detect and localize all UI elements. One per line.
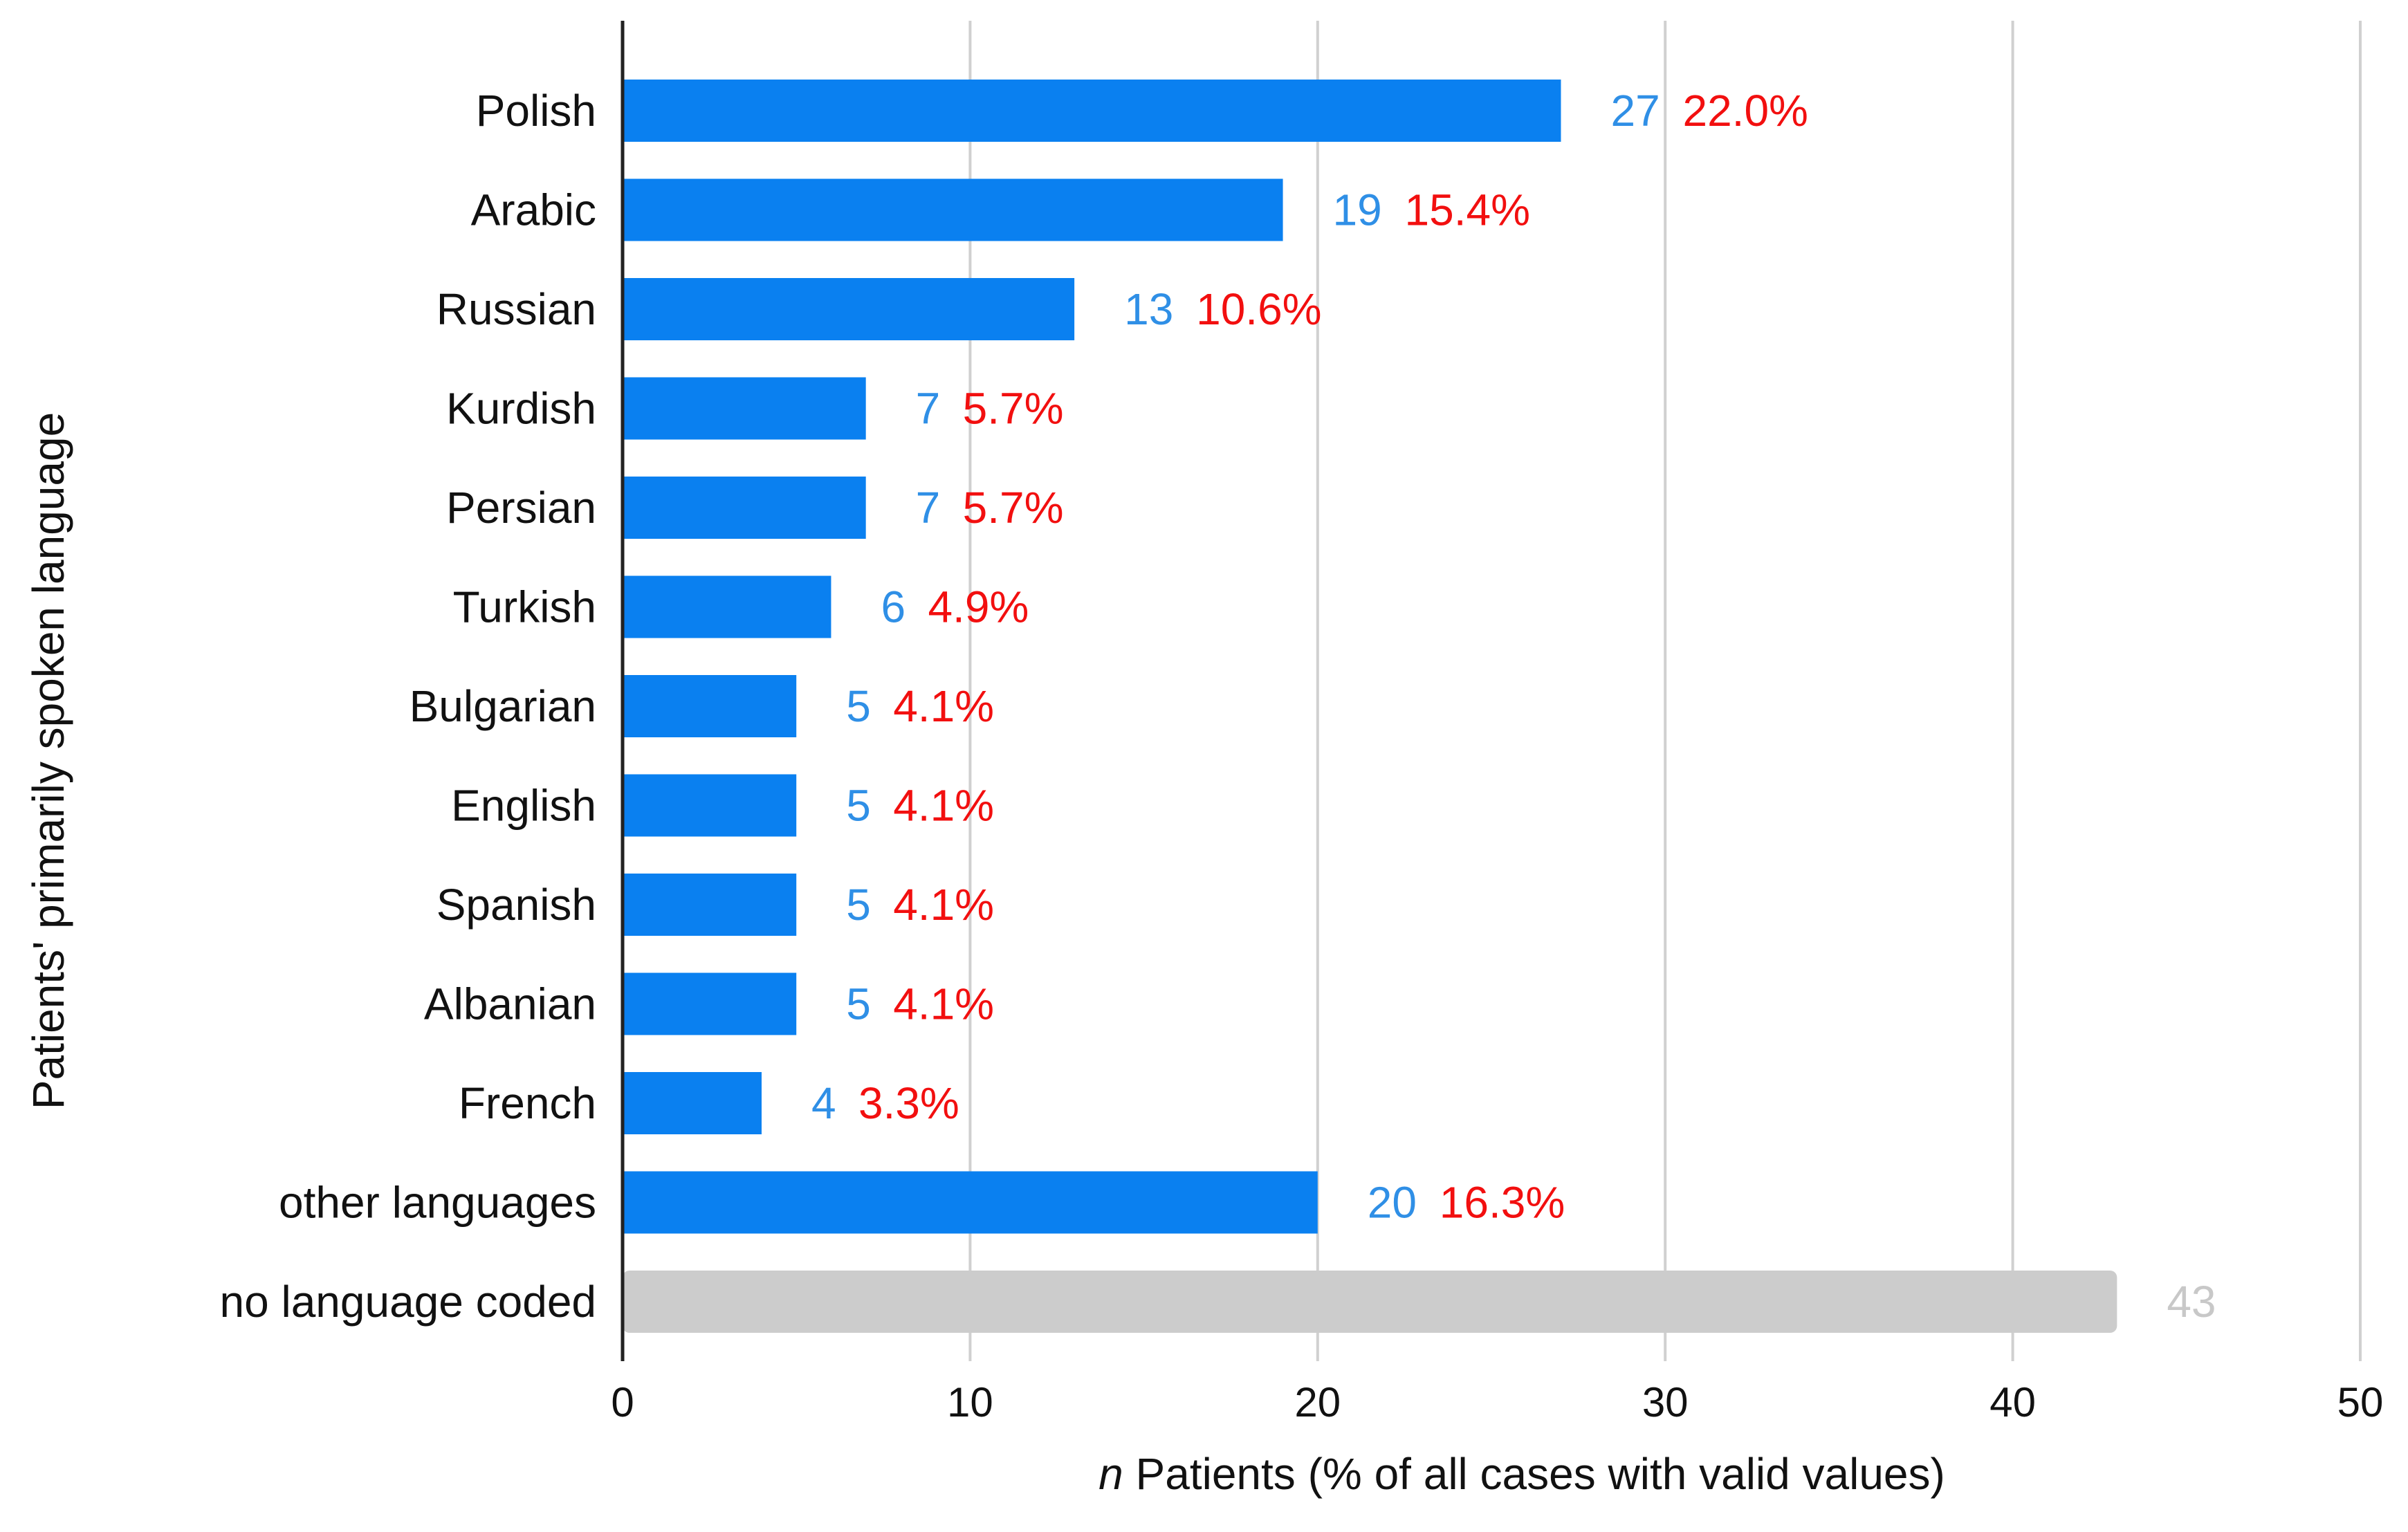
category-label: Bulgarian — [410, 681, 596, 731]
y-axis-title: Patients' primarily spoken language — [24, 412, 73, 1109]
percent-label: 3.3% — [858, 1078, 959, 1128]
percent-label: 4.9% — [928, 582, 1029, 632]
gridlines — [968, 21, 2362, 1361]
bar-albanian — [623, 972, 797, 1035]
bar-no-language-coded — [623, 1271, 2117, 1333]
bar-russian — [623, 278, 1075, 340]
bar-turkish — [623, 575, 831, 638]
bar-french — [623, 1072, 762, 1134]
bar-english — [623, 774, 797, 837]
bar-spanish — [623, 874, 797, 936]
percent-label: 15.4% — [1405, 185, 1530, 235]
category-label: Arabic — [471, 185, 596, 235]
category-label: no language coded — [220, 1277, 597, 1327]
bar-other-languages — [623, 1171, 1318, 1234]
count-label: 43 — [2167, 1277, 2216, 1327]
x-axis-title-italic: n — [1099, 1449, 1123, 1499]
count-label: 5 — [846, 880, 871, 930]
bars — [623, 80, 2117, 1333]
percent-label: 4.1% — [893, 781, 994, 831]
labels: 0 10 20 30 40 50 Polish 27 22.0% Arabic 19 15.4% Rus… — [220, 86, 2384, 1425]
bar-bulgarian — [623, 675, 797, 737]
x-tick-label: 40 — [1989, 1379, 2036, 1425]
percent-label: 5.7% — [963, 483, 1064, 533]
count-label: 7 — [916, 483, 941, 533]
x-tick-label: 10 — [947, 1379, 993, 1425]
category-label: Spanish — [436, 880, 596, 930]
percent-label: 5.7% — [963, 384, 1064, 434]
x-tick-label: 50 — [2337, 1379, 2384, 1425]
x-axis-title-rest: Patients (% of all cases with valid valu… — [1123, 1449, 1945, 1499]
bar-kurdish — [623, 377, 866, 440]
percent-label: 4.1% — [893, 880, 994, 930]
category-label: Albanian — [424, 979, 596, 1029]
count-label: 5 — [846, 979, 871, 1029]
bar-persian — [623, 477, 866, 539]
category-label: other languages — [279, 1178, 596, 1228]
percent-label: 4.1% — [893, 681, 994, 731]
percent-label: 4.1% — [893, 979, 994, 1029]
count-label: 7 — [916, 384, 941, 434]
count-label: 4 — [811, 1078, 836, 1128]
x-axis-title: n Patients (% of all cases with valid va… — [1099, 1449, 1945, 1499]
count-label: 5 — [846, 681, 871, 731]
category-label: Polish — [476, 86, 596, 136]
bar-polish — [623, 80, 1561, 142]
category-label: French — [459, 1078, 596, 1128]
category-label: Turkish — [453, 582, 596, 632]
percent-label: 16.3% — [1440, 1178, 1565, 1228]
x-tick-label: 20 — [1294, 1379, 1341, 1425]
count-label: 20 — [1368, 1178, 1417, 1228]
count-label: 6 — [881, 582, 906, 632]
count-label: 13 — [1124, 284, 1173, 334]
x-tick-label: 0 — [611, 1379, 634, 1425]
x-tick-label: 30 — [1642, 1379, 1689, 1425]
percent-label: 10.6% — [1196, 284, 1321, 334]
count-label: 27 — [1610, 86, 1660, 136]
category-label: Kurdish — [446, 384, 596, 434]
category-label: Russian — [436, 284, 596, 334]
bar-arabic — [623, 178, 1283, 241]
category-label: English — [451, 781, 596, 831]
percent-label: 22.0% — [1682, 86, 1808, 136]
count-label: 19 — [1333, 185, 1382, 235]
count-label: 5 — [846, 781, 871, 831]
category-label: Persian — [446, 483, 596, 533]
